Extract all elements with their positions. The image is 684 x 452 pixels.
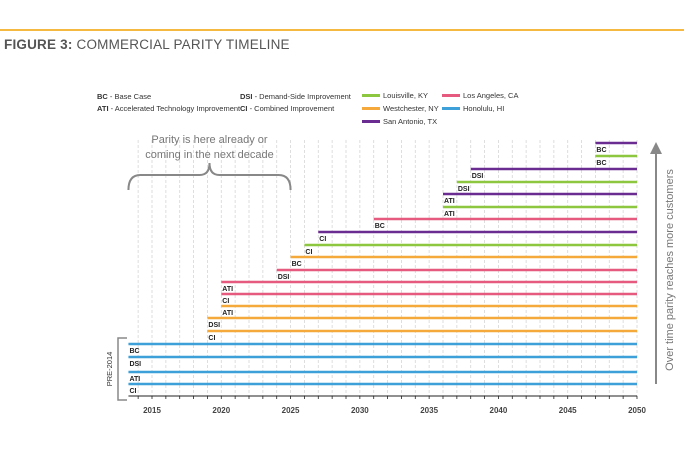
legend-swatch — [362, 107, 380, 110]
figure-title: FIGURE 3: COMMERCIAL PARITY TIMELINE — [4, 37, 290, 52]
pre-2014-bracket — [117, 337, 127, 401]
arrow-up-icon — [650, 142, 662, 154]
bar-label: BC — [292, 261, 302, 268]
legend-abbrev: CI - Combined Improvement — [240, 104, 335, 113]
legend-abbrev: ATI - Accelerated Technology Improvement — [97, 104, 241, 113]
legend-abbrev: BC - Base Case — [97, 92, 151, 101]
x-tick-label: 2050 — [628, 406, 646, 415]
bar-label: ATI — [444, 198, 455, 205]
bar-label: DSI — [472, 173, 484, 180]
legend-city: Los Angeles, CA — [463, 91, 518, 100]
legend-city: Louisville, KY — [383, 91, 428, 100]
bar-label: BC — [129, 348, 139, 355]
bar-label: ATI — [222, 286, 233, 293]
x-tick-label: 2035 — [420, 406, 438, 415]
brace-text-line1: Parity is here already or — [151, 134, 267, 146]
legend-swatch — [362, 94, 380, 97]
bar-label: CI — [222, 298, 229, 305]
bar-label: BC — [375, 223, 385, 230]
legend-city: Westchester, NY — [383, 104, 439, 113]
x-tick-label: 2025 — [282, 406, 300, 415]
bar-label: DSI — [278, 274, 290, 281]
bar-label: ATI — [444, 211, 455, 218]
legend-swatch — [442, 94, 460, 97]
legend-abbr-text: - Base Case — [108, 92, 151, 101]
bar-label: CI — [305, 249, 312, 256]
legend-abbr-text: - Combined Improvement — [248, 104, 336, 113]
legend-abbr-text: - Demand-Side Improvement — [253, 92, 352, 101]
bar-label: ATI — [222, 310, 233, 317]
bar-label: CI — [208, 335, 215, 342]
bar-label: CI — [129, 388, 136, 395]
legend-abbrev: DSI - Demand-Side Improvement — [240, 92, 352, 101]
bar-label: BC — [596, 160, 606, 167]
x-tick-label: 2045 — [559, 406, 577, 415]
bar-label: CI — [319, 236, 326, 243]
figure-number: FIGURE 3: — [4, 37, 73, 52]
legend-abbr: CI — [240, 104, 248, 113]
bar-label: DSI — [458, 186, 470, 193]
bar-label: ATI — [129, 376, 140, 383]
brace — [127, 162, 292, 191]
legend-city: Honolulu, HI — [463, 104, 504, 113]
accent-line — [0, 29, 684, 31]
figure-title-text: COMMERCIAL PARITY TIMELINE — [72, 37, 290, 52]
legend-swatch — [442, 107, 460, 110]
bar-label: DSI — [208, 322, 220, 329]
legend-abbr-text: - Accelerated Technology Improvement — [109, 104, 242, 113]
x-tick-label: 2030 — [351, 406, 369, 415]
bar-label: DSI — [129, 361, 141, 368]
x-tick-label: 2040 — [490, 406, 508, 415]
x-tick-label: 2020 — [212, 406, 230, 415]
legend-abbr: DSI — [240, 92, 253, 101]
brace-text-line2: coming in the next decade — [145, 149, 273, 161]
legend-abbr: BC — [97, 92, 108, 101]
legend-abbr: ATI — [97, 104, 109, 113]
legend-swatch — [362, 120, 380, 123]
pre-2014-label: PRE-2014 — [105, 352, 114, 387]
x-tick-label: 2015 — [143, 406, 161, 415]
arrow-text: Over time parity reaches more customers — [664, 169, 676, 371]
legend-city: San Antonio, TX — [383, 117, 437, 126]
bar-label: BC — [596, 147, 606, 154]
